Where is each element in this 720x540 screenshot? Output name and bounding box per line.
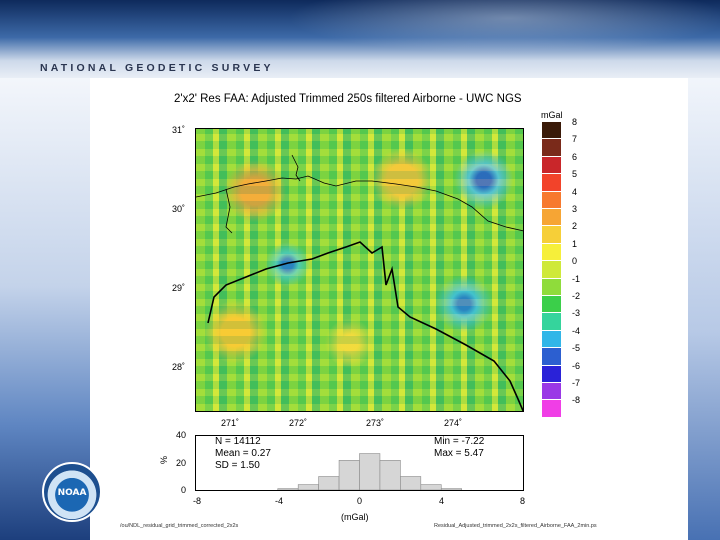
histogram (195, 435, 524, 491)
hist-y-label-20: 20 (176, 458, 187, 468)
stat-n: N = 14112 (215, 436, 261, 447)
coastline-and-track (196, 154, 523, 411)
legend-swatch (541, 260, 562, 278)
histogram-bar (318, 476, 340, 491)
lat-label-28: 28˚ (172, 362, 186, 372)
histogram-bar (277, 488, 299, 491)
legend-value: 8 (572, 117, 578, 127)
legend-value: 5 (572, 169, 578, 180)
legend-unit: mGal (541, 110, 563, 120)
legend-swatch (541, 295, 562, 313)
legend-value: -5 (572, 343, 581, 354)
hist-x-label-n4: -4 (275, 496, 284, 506)
legend-swatch (541, 208, 562, 226)
hist-y-unit: % (159, 455, 170, 465)
stat-min: Min = -7.22 (434, 436, 485, 447)
legend-value: 3 (572, 204, 578, 214)
legend-swatch (541, 173, 562, 191)
legend-value: -4 (572, 325, 581, 336)
legend-value: -1 (572, 273, 581, 284)
legend-swatch (541, 347, 562, 365)
lon-label-273: 273˚ (366, 418, 385, 428)
noaa-logo-text: NOAA (57, 488, 87, 498)
legend-swatch (541, 399, 562, 417)
histogram-bar (440, 488, 462, 491)
legend-value: -7 (572, 378, 581, 388)
stat-mean: Mean = 0.27 (215, 448, 271, 459)
legend-swatch (541, 121, 562, 139)
histogram-bar (420, 484, 442, 491)
histogram-bar (400, 476, 422, 491)
legend-swatch (541, 312, 562, 330)
coast-detail (225, 154, 301, 234)
lat-label-31: 31˚ (172, 125, 186, 135)
histogram-bars (277, 453, 462, 491)
histogram-bar (338, 459, 360, 491)
legend-swatch (541, 242, 562, 261)
lat-label-29: 29˚ (172, 283, 186, 293)
legend-value: -2 (572, 291, 581, 301)
legend-value: 1 (572, 238, 578, 249)
legend-value: -8 (572, 395, 581, 406)
legend-swatch (541, 277, 562, 295)
lon-label-274: 274˚ (444, 418, 463, 428)
hist-x-label-8: 8 (520, 496, 526, 506)
legend-swatch (541, 155, 562, 174)
legend-swatch (541, 382, 562, 400)
hist-y-label-40: 40 (176, 430, 187, 440)
gravity-anomaly-map (195, 128, 524, 412)
stat-sd: SD = 1.50 (215, 460, 260, 471)
legend-value: 6 (572, 151, 578, 162)
coastline (196, 175, 523, 232)
legend-value: 4 (572, 186, 578, 197)
legend-value: 7 (572, 134, 578, 145)
stat-max: Max = 5.47 (434, 448, 484, 459)
footer-right-filename: Residual_Adjusted_trimmed_2x2s_filtered_… (434, 523, 597, 529)
hist-x-label-n8: -8 (193, 496, 202, 506)
legend-swatch (541, 225, 562, 243)
lat-label-30: 30˚ (172, 204, 186, 214)
histogram-bar (297, 484, 319, 491)
lon-label-272: 272˚ (289, 418, 308, 428)
header-banner (0, 0, 720, 78)
map-title: 2'x2' Res FAA: Adjusted Trimmed 250s fil… (174, 93, 522, 105)
lon-label-271: 271˚ (221, 418, 240, 428)
histogram-bar (379, 459, 401, 491)
legend-value: 0 (572, 256, 578, 267)
legend-value: -6 (572, 360, 581, 371)
agency-title: NATIONAL GEODETIC SURVEY (40, 62, 274, 74)
hist-x-title: (mGal) (341, 512, 369, 522)
hist-x-label-4: 4 (439, 496, 445, 506)
histogram-bar (359, 453, 381, 491)
survey-track-line (207, 241, 523, 411)
noaa-logo: NOAA (42, 462, 102, 522)
legend-value: -3 (572, 308, 581, 319)
hist-y-label-0: 0 (181, 485, 187, 495)
legend-swatch (541, 190, 562, 208)
footer-left-filename: /ou/NDL_residual_grid_trimmed_corrected_… (120, 523, 239, 529)
legend-swatch (541, 364, 562, 382)
right-decorative-band (688, 78, 720, 540)
legend-swatch (541, 138, 562, 156)
hist-x-label-0: 0 (357, 496, 363, 506)
legend-value: 2 (572, 221, 578, 232)
legend-swatch (541, 329, 562, 348)
